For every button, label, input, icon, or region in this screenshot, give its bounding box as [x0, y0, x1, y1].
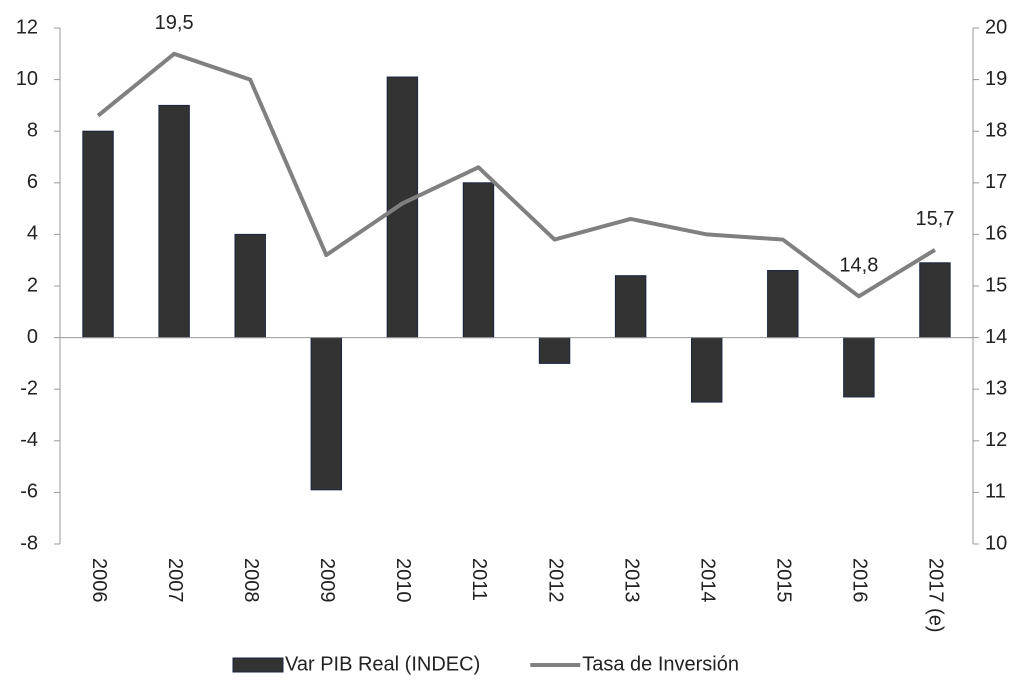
bar: [386, 76, 419, 339]
y-tick-label: -4: [20, 429, 38, 451]
y2-tick-label: 14: [985, 326, 1007, 348]
x-tick-label: 2008: [240, 558, 262, 603]
y-tick-label: -6: [20, 481, 38, 503]
data-label: 14,8: [839, 255, 878, 277]
y2-tick-label: 20: [985, 16, 1007, 38]
y2-tick-label: 18: [985, 119, 1007, 141]
x-tick-label: 2015: [773, 558, 795, 603]
y2-tick-label: 13: [985, 377, 1007, 399]
y2-tick-label: 11: [985, 481, 1006, 503]
x-tick-label: 2012: [544, 558, 566, 603]
bar: [234, 233, 266, 339]
y2-tick-label: 12: [985, 429, 1007, 451]
y-tick-label: 6: [27, 171, 38, 193]
y-tick-label: 12: [16, 16, 38, 38]
legend-label: Tasa de Inversión: [582, 653, 739, 675]
legend-swatch: [232, 657, 284, 673]
y-tick-label: 8: [27, 119, 38, 141]
data-label: 19,5: [155, 12, 194, 34]
x-tick-label: 2007: [164, 558, 186, 603]
x-tick-label: 2009: [316, 558, 338, 603]
bar: [843, 337, 875, 398]
bar: [919, 262, 951, 339]
y-tick-label: 0: [27, 326, 38, 348]
x-tick-label: 2017 (e): [925, 558, 947, 633]
x-tick-label: 2016: [849, 558, 871, 603]
y-tick-label: -2: [20, 377, 38, 399]
legend-label: Var PIB Real (INDEC): [285, 653, 480, 675]
bar: [538, 337, 571, 364]
bar: [82, 130, 114, 339]
y2-tick-label: 16: [985, 223, 1007, 245]
x-tick-label: 2010: [392, 558, 414, 603]
y2-tick-label: 10: [985, 532, 1007, 554]
line: [96, 51, 937, 299]
y-tick-label: 2: [27, 274, 38, 296]
bar: [158, 104, 190, 339]
bar: [614, 275, 647, 339]
y-tick-label: 4: [27, 223, 38, 245]
bar: [767, 270, 799, 339]
bar: [310, 337, 343, 491]
bar: [462, 182, 495, 339]
x-tick-label: 2006: [88, 558, 110, 603]
x-tick-label: 2011: [468, 558, 490, 601]
x-tick-label: 2013: [620, 558, 642, 603]
bar: [690, 337, 723, 403]
y-tick-label: -8: [20, 532, 38, 554]
y-tick-label: 10: [16, 68, 38, 90]
y2-tick-label: 19: [985, 68, 1007, 90]
y2-tick-label: 17: [985, 171, 1007, 193]
x-tick-label: 2014: [696, 558, 718, 603]
y2-tick-label: 15: [985, 274, 1007, 296]
data-label: 15,7: [915, 208, 954, 230]
